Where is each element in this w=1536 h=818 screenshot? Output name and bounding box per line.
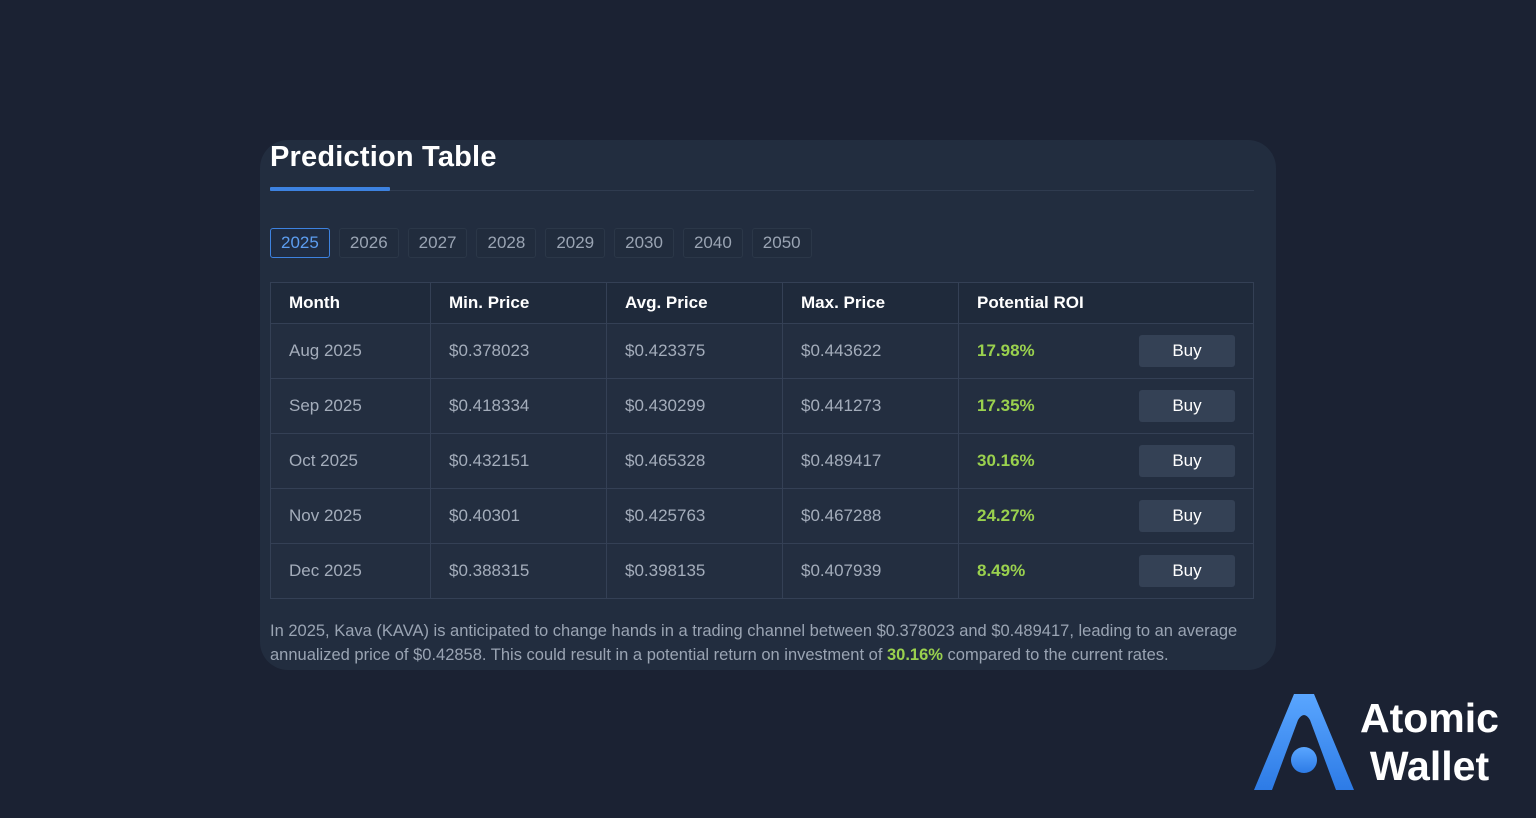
summary-roi-highlight: 30.16% <box>887 646 943 664</box>
year-tab-2030[interactable]: 2030 <box>614 228 674 258</box>
title-divider <box>270 190 1254 191</box>
cell-min-price: $0.432151 <box>430 433 607 489</box>
cell-potential-roi: 30.16% Buy <box>958 433 1254 489</box>
summary-before: In 2025, Kava (KAVA) is anticipated to c… <box>270 622 1238 664</box>
table-row: Nov 2025 $0.40301 $0.425763 $0.467288 24.27%… <box>270 488 1254 544</box>
cell-avg-price: $0.430299 <box>606 378 783 434</box>
buy-button[interactable]: Buy <box>1139 445 1235 477</box>
year-tab-2029[interactable]: 2029 <box>545 228 606 258</box>
roi-value: 8.49% <box>977 561 1026 580</box>
table-row: Oct 2025 $0.432151 $0.465328 $0.489417 30.16… <box>270 433 1254 489</box>
atomic-wallet-icon <box>1254 694 1354 790</box>
cell-month: Aug 2025 <box>270 323 431 379</box>
year-tab-2040[interactable]: 2040 <box>682 228 743 258</box>
cell-min-price: $0.388315 <box>430 543 607 599</box>
cell-month: Nov 2025 <box>270 488 431 544</box>
roi-value: 17.35% <box>977 396 1035 415</box>
cell-potential-roi: 8.49% Buy <box>958 543 1254 599</box>
cell-max-price: $0.467288 <box>782 488 959 544</box>
cell-max-price: $0.443622 <box>782 323 959 379</box>
cell-min-price: $0.418334 <box>430 378 607 434</box>
year-tabs: 2025 2026 2027 2028 2029 2030 2040 2050 <box>270 228 812 258</box>
table-row: Aug 2025 $0.378023 $0.423375 $0.443622 17.98… <box>270 323 1254 379</box>
year-tab-2026[interactable]: 2026 <box>338 228 399 258</box>
buy-button[interactable]: Buy <box>1139 390 1235 422</box>
summary-after: compared to the current rates. <box>942 646 1169 664</box>
cell-potential-roi: 17.35% Buy <box>958 378 1254 434</box>
header-potential-roi: Potential ROI <box>958 282 1254 324</box>
table-header-row: Month Min. Price Avg. Price Max. Price P… <box>270 282 1254 324</box>
cell-potential-roi: 17.98% Buy <box>958 323 1254 379</box>
cell-min-price: $0.378023 <box>430 323 607 379</box>
summary-text: In 2025, Kava (KAVA) is anticipated to c… <box>270 619 1260 667</box>
buy-button[interactable]: Buy <box>1139 500 1235 532</box>
year-tab-2027[interactable]: 2027 <box>407 228 468 258</box>
roi-value: 17.98% <box>977 341 1035 360</box>
brand-line-2: Wallet <box>1369 743 1490 789</box>
brand-line-1: Atomic <box>1360 695 1499 741</box>
prediction-card: Prediction Table 2025 2026 2027 2028 2029 203… <box>260 140 1276 670</box>
prediction-table: Month Min. Price Avg. Price Max. Price P… <box>270 282 1254 599</box>
cell-month: Oct 2025 <box>270 433 431 489</box>
cell-potential-roi: 24.27% Buy <box>958 488 1254 544</box>
buy-button[interactable]: Buy <box>1139 335 1235 367</box>
cell-month: Dec 2025 <box>270 543 431 599</box>
cell-max-price: $0.407939 <box>782 543 959 599</box>
header-min-price: Min. Price <box>430 282 607 324</box>
cell-avg-price: $0.423375 <box>606 323 783 379</box>
cell-avg-price: $0.425763 <box>606 488 783 544</box>
buy-button[interactable]: Buy <box>1139 555 1235 587</box>
cell-avg-price: $0.465328 <box>606 433 783 489</box>
year-tab-2050[interactable]: 2050 <box>751 228 812 258</box>
title-underline <box>270 187 390 191</box>
table-row: Sep 2025 $0.418334 $0.430299 $0.441273 17.35… <box>270 378 1254 434</box>
brand-name: Atomic Wallet <box>1360 694 1499 790</box>
table-body: Aug 2025 $0.378023 $0.423375 $0.443622 17.98… <box>270 323 1254 599</box>
cell-month: Sep 2025 <box>270 378 431 434</box>
cell-max-price: $0.441273 <box>782 378 959 434</box>
year-tab-2028[interactable]: 2028 <box>476 228 537 258</box>
atomic-wallet-logo: Atomic Wallet <box>1252 690 1512 794</box>
cell-avg-price: $0.398135 <box>606 543 783 599</box>
table-row: Dec 2025 $0.388315 $0.398135 $0.407939 8.49%… <box>270 543 1254 599</box>
cell-min-price: $0.40301 <box>430 488 607 544</box>
cell-max-price: $0.489417 <box>782 433 959 489</box>
roi-value: 24.27% <box>977 506 1035 525</box>
header-month: Month <box>270 282 431 324</box>
card-title: Prediction Table <box>270 141 497 173</box>
header-max-price: Max. Price <box>782 282 959 324</box>
roi-value: 30.16% <box>977 451 1035 470</box>
header-avg-price: Avg. Price <box>606 282 783 324</box>
year-tab-2025[interactable]: 2025 <box>270 228 330 258</box>
